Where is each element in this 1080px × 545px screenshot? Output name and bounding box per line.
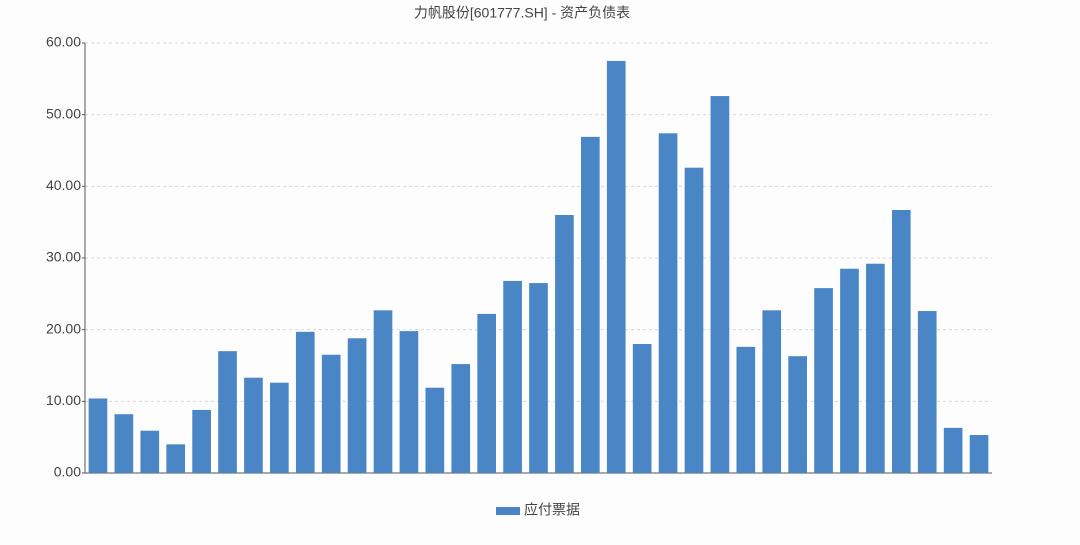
bar: [347, 338, 367, 473]
bar: [762, 310, 782, 473]
bar: [788, 356, 807, 473]
bar: [710, 96, 730, 474]
y-tick-label: 50.00: [46, 105, 81, 121]
bar: [295, 331, 315, 473]
bar: [529, 283, 548, 473]
bar: [943, 427, 963, 473]
bar: [270, 382, 289, 473]
bar: [503, 280, 522, 473]
bar: [555, 215, 574, 473]
bar: [192, 409, 211, 473]
bar: [580, 136, 600, 473]
bar: [244, 377, 263, 473]
bar: [140, 430, 160, 473]
bar: [114, 414, 134, 473]
bar: [814, 288, 833, 473]
y-tick-label: 0.00: [54, 464, 81, 480]
bar: [917, 311, 937, 473]
y-tick-label: 40.00: [46, 177, 81, 193]
bar: [425, 387, 445, 473]
bar: [321, 354, 341, 473]
legend-swatch: [496, 507, 520, 515]
bar: [840, 268, 859, 473]
bar: [88, 398, 108, 473]
bar: [736, 346, 756, 473]
bar: [606, 60, 626, 474]
legend-label: 应付票据: [524, 502, 580, 518]
bar: [969, 435, 989, 473]
bar: [477, 313, 497, 473]
bar: [218, 351, 237, 473]
y-tick-label: 10.00: [46, 392, 81, 408]
bar: [166, 444, 186, 473]
y-tick-label: 20.00: [46, 320, 81, 336]
chart-title: 力帆股份[601777.SH] - 资产负债表: [414, 5, 630, 21]
bar: [373, 310, 393, 473]
bar: [658, 133, 678, 474]
bar: [399, 331, 419, 473]
bar: [866, 263, 885, 473]
bar: [684, 167, 704, 473]
y-tick-label: 30.00: [46, 249, 81, 265]
bar: [451, 364, 471, 473]
bar: [891, 209, 911, 473]
bar: [632, 344, 652, 473]
y-tick-label: 60.00: [46, 34, 81, 50]
